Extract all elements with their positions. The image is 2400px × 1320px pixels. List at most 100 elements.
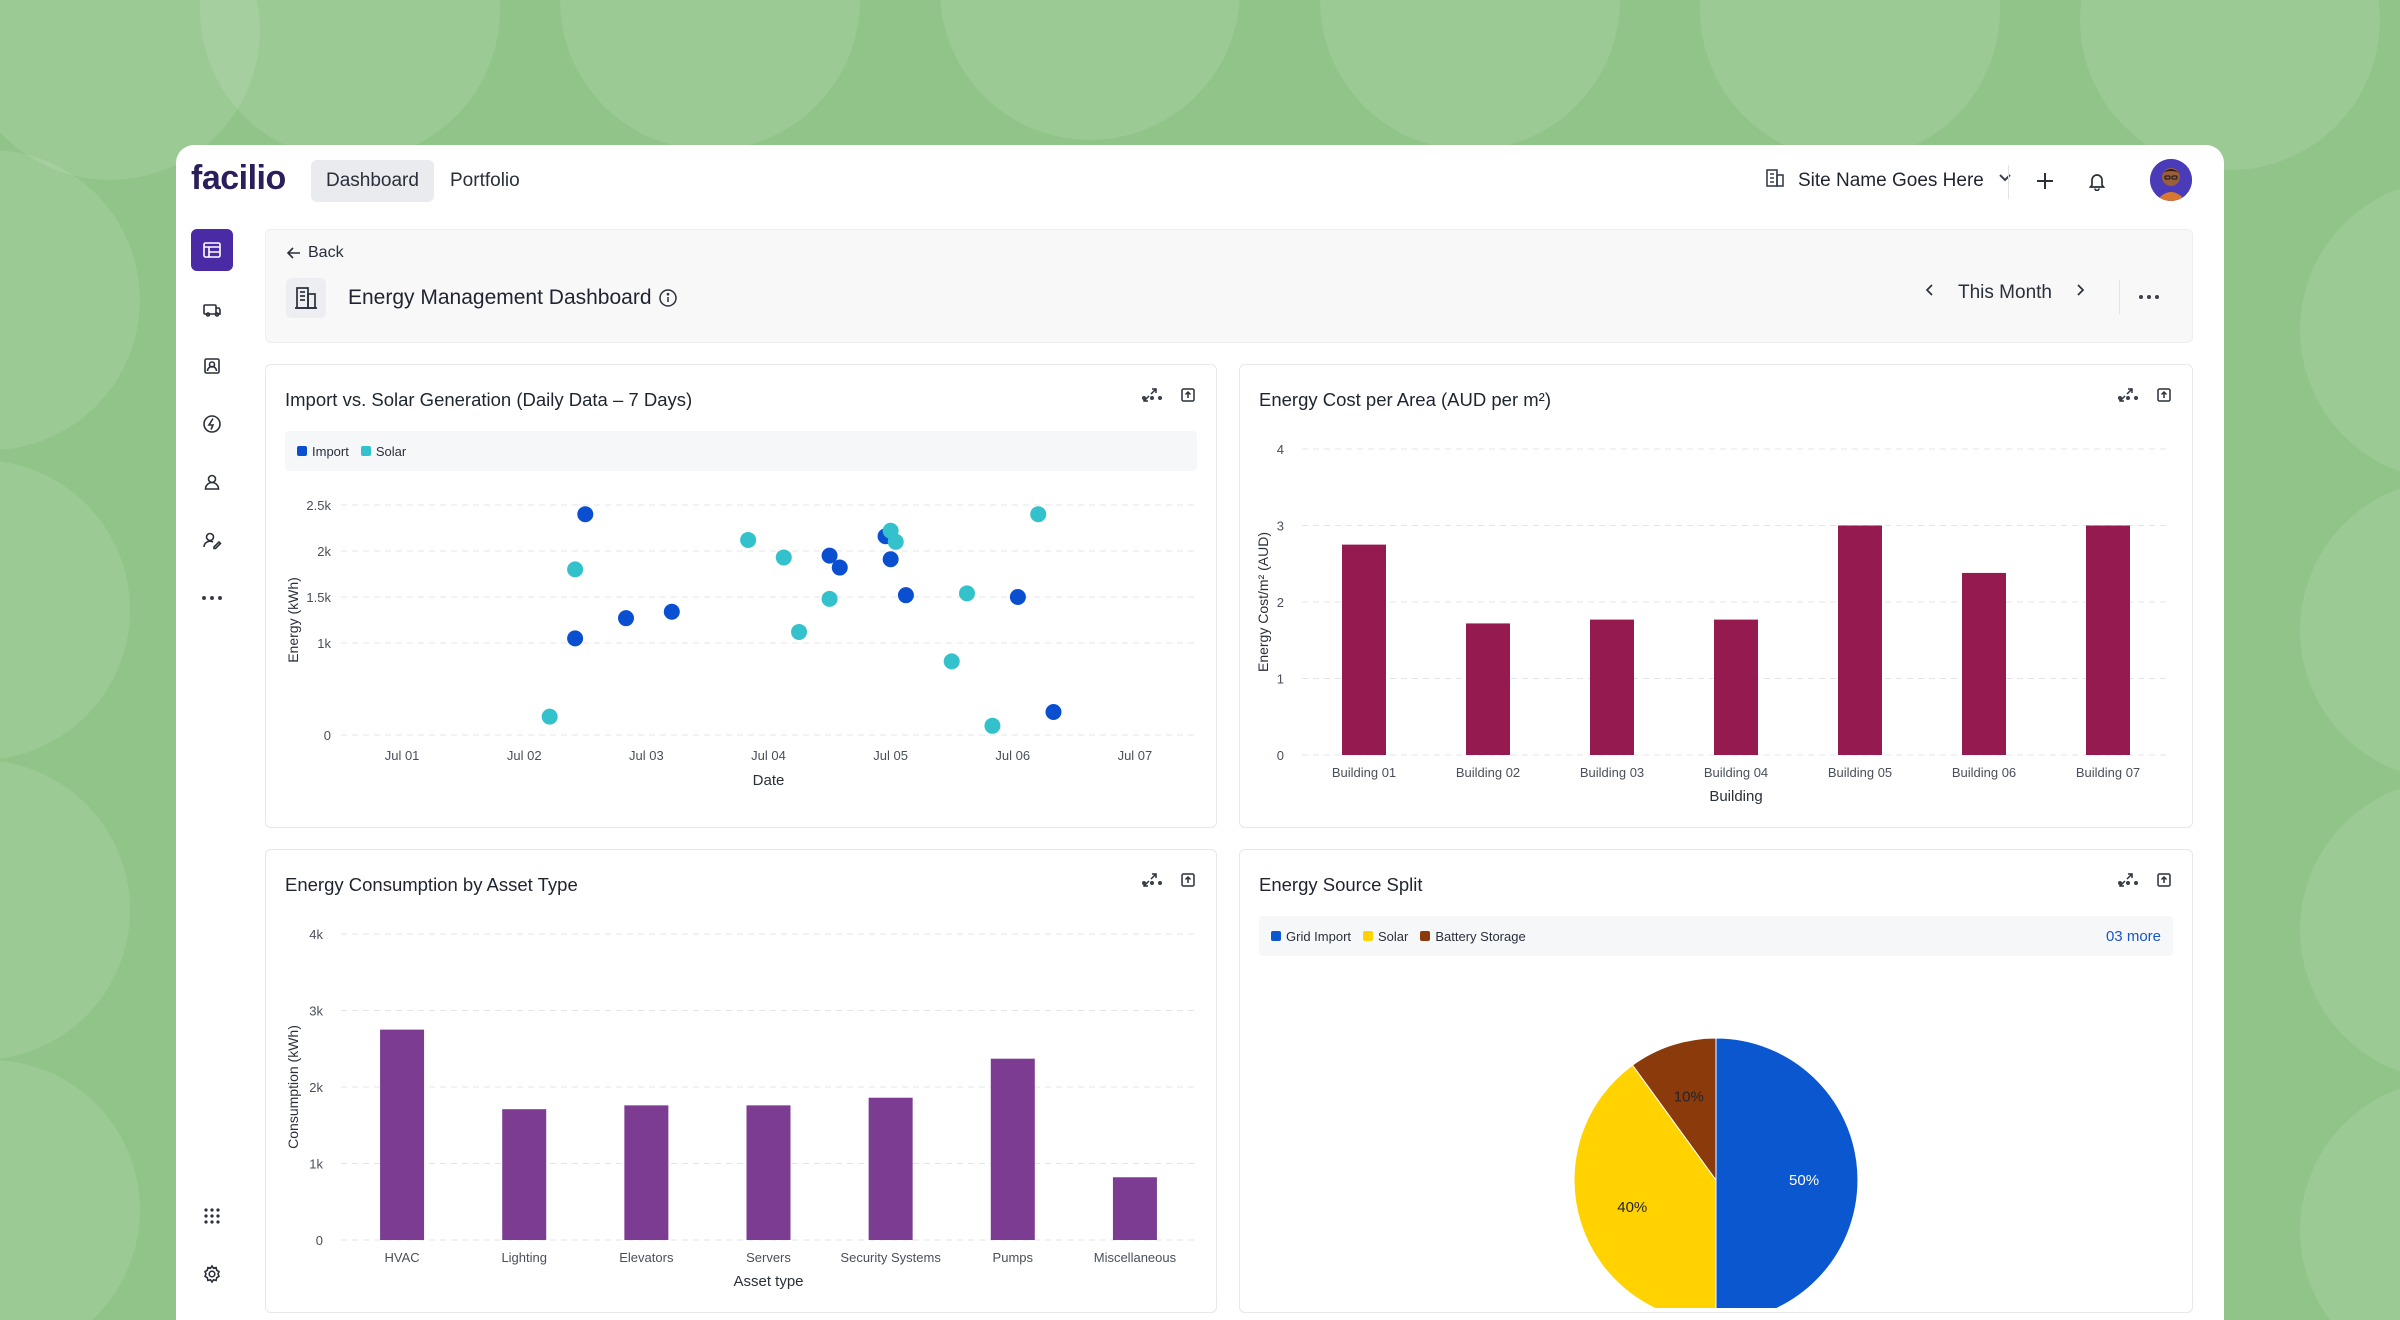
y-axis-label: Consumption (kWh)	[285, 1025, 301, 1149]
tab-dashboard[interactable]: Dashboard	[311, 160, 434, 202]
widget-more-icon[interactable]	[1142, 880, 1162, 885]
sidebar-item-assets[interactable]	[191, 287, 233, 329]
bar	[1466, 623, 1510, 755]
legend-more-link[interactable]: 03 more	[2105, 927, 2161, 945]
facilio-logo[interactable]: facilio	[191, 159, 286, 197]
widget-consumption-by-asset: Energy Consumption by Asset Type 0 1k 2k 3k…	[265, 849, 1217, 1313]
sidebar-item-settings[interactable]	[191, 1253, 233, 1295]
expand-icon[interactable]	[1142, 872, 1158, 893]
divider	[2119, 280, 2120, 314]
x-tick-label: Jul 05	[873, 748, 908, 763]
x-tick-label: Building 03	[1580, 765, 1644, 780]
sidebar-item-dashboard[interactable]	[191, 229, 233, 271]
legend-item-solar[interactable]: Solar	[1363, 929, 1408, 944]
period-navigator: This Month	[1922, 282, 2088, 304]
y-tick-label: 1k	[309, 1157, 323, 1172]
legend-item-import[interactable]: Import	[297, 444, 349, 459]
background-shape	[0, 460, 130, 760]
sidebar-item-apps[interactable]	[191, 1195, 233, 1237]
background-shape	[0, 1060, 140, 1320]
widget-more-icon[interactable]	[2118, 395, 2138, 400]
export-icon[interactable]	[2156, 387, 2172, 408]
back-link[interactable]: Back	[286, 244, 344, 262]
period-label[interactable]: This Month	[1958, 282, 2052, 303]
y-axis-label: Energy Cost/m² (AUD)	[1255, 532, 1271, 672]
chevron-right-icon[interactable]	[2072, 282, 2088, 304]
data-point-solar	[887, 533, 904, 550]
background-shape	[560, 0, 860, 150]
legend-item-battery-storage[interactable]: Battery Storage	[1420, 929, 1526, 944]
bar	[1590, 619, 1634, 755]
back-label: Back	[308, 244, 344, 261]
bar	[1838, 525, 1882, 755]
export-icon[interactable]	[2156, 872, 2172, 893]
background-shape	[1700, 0, 2000, 160]
chart-legend: Grid Import Solar Battery Storage 03 mor…	[1259, 916, 2173, 956]
background-shape	[1320, 0, 1620, 150]
data-point-import	[831, 559, 848, 576]
y-axis-label: Energy (kWh)	[285, 577, 301, 663]
more-icon	[202, 596, 222, 600]
data-point-solar	[740, 531, 757, 548]
legend-item-solar[interactable]: Solar	[360, 444, 406, 459]
x-tick-label: Building 01	[1332, 765, 1396, 780]
widget-energy-source-split: Energy Source Split Grid Import Solar Ba…	[1239, 849, 2193, 1313]
widget-more-icon[interactable]	[2118, 880, 2138, 885]
user-avatar[interactable]	[2150, 159, 2192, 201]
background-shape	[2300, 180, 2400, 480]
tab-portfolio[interactable]: Portfolio	[450, 170, 520, 191]
add-button[interactable]	[2027, 163, 2063, 199]
sidebar-item-user-edit[interactable]	[191, 519, 233, 561]
pie-slice	[1715, 1037, 1859, 1308]
y-tick-label: 1k	[317, 636, 331, 651]
cost-bar-chart: 0 1 2 3 4 Building 01 Building 02 Building 03 Bu…	[1255, 442, 2170, 805]
chevron-left-icon[interactable]	[1922, 282, 1938, 304]
export-icon[interactable]	[1180, 387, 1196, 408]
people-icon	[204, 474, 220, 490]
site-selector[interactable]: Site Name Goes Here	[1764, 163, 2014, 199]
sidebar-item-more[interactable]	[191, 577, 233, 619]
widget-title: Energy Cost per Area (AUD per m²)	[1259, 389, 1551, 410]
y-tick-label: 3	[1277, 519, 1284, 534]
pie-slice	[1573, 1064, 1717, 1308]
y-tick-label: 0	[324, 728, 331, 743]
assets-icon	[203, 304, 221, 317]
arrow-left-icon	[286, 247, 300, 259]
y-tick-label: 3k	[309, 1004, 323, 1019]
x-tick-label: Jul 03	[629, 748, 664, 763]
y-tick-label: 0	[1277, 748, 1284, 763]
energy-icon	[203, 415, 221, 433]
widget-import-vs-solar: Import vs. Solar Generation (Daily Data …	[265, 364, 1217, 828]
x-tick-label: Building 07	[2076, 765, 2140, 780]
notifications-button[interactable]	[2079, 163, 2115, 199]
header-more-icon[interactable]	[2139, 295, 2159, 299]
data-point-solar	[775, 549, 792, 566]
expand-icon[interactable]	[1142, 387, 1158, 408]
x-tick-label: Miscellaneous	[1094, 1250, 1177, 1265]
dashboard-header: Back Energy Management Dashboard This Mo…	[265, 229, 2193, 343]
x-tick-label: HVAC	[384, 1250, 419, 1265]
data-point-import	[577, 506, 594, 523]
x-tick-label: Jul 01	[385, 748, 420, 763]
pie-label: 50%	[1789, 1172, 1819, 1189]
bar	[1714, 619, 1758, 755]
divider	[2008, 165, 2009, 199]
data-point-solar	[821, 590, 838, 607]
x-tick-label: Jul 04	[751, 748, 786, 763]
building-icon	[1764, 167, 1786, 195]
widget-energy-cost-per-area: Energy Cost per Area (AUD per m²) 0 1 2 3 4 B…	[1239, 364, 2193, 828]
widget-more-icon[interactable]	[1142, 395, 1162, 400]
sidebar-item-people[interactable]	[191, 461, 233, 503]
data-point-import	[821, 547, 838, 564]
export-icon[interactable]	[1180, 872, 1196, 893]
bar	[746, 1105, 791, 1240]
sidebar-item-contacts[interactable]	[191, 345, 233, 387]
x-tick-label: Jul 02	[507, 748, 542, 763]
x-tick-label: Elevators	[619, 1250, 674, 1265]
bar	[2086, 525, 2130, 755]
legend-item-grid-import[interactable]: Grid Import	[1271, 929, 1351, 944]
info-icon[interactable]	[658, 288, 678, 313]
data-point-solar	[567, 561, 584, 578]
sidebar-item-energy[interactable]	[191, 403, 233, 445]
bar	[624, 1105, 669, 1240]
